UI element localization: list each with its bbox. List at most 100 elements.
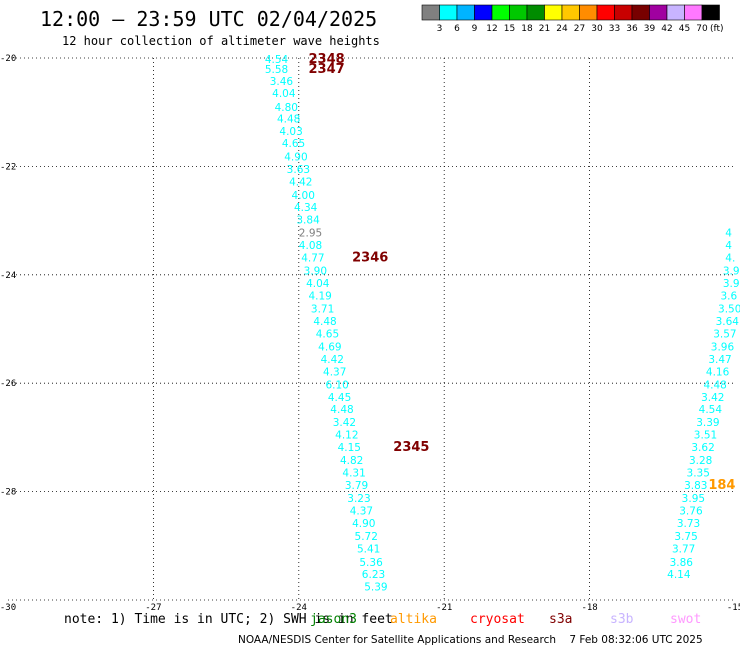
wave-height-point: 3.62 bbox=[691, 442, 714, 454]
wave-height-point: 3.96 bbox=[711, 341, 735, 353]
wave-height-point: 4.42 bbox=[321, 354, 344, 366]
legend-satellite-cryosat: cryosat bbox=[470, 612, 525, 627]
pass-number-label: 184 bbox=[708, 478, 735, 493]
wave-height-point: 4.54 bbox=[699, 404, 723, 416]
color-scale-label: 70 bbox=[696, 24, 708, 34]
wave-height-point: 4.04 bbox=[306, 278, 330, 290]
color-scale-label: 18 bbox=[521, 24, 533, 34]
wave-height-point: 4.14 bbox=[667, 569, 691, 581]
color-scale-swatch bbox=[561, 4, 580, 21]
color-scale-swatch bbox=[579, 4, 598, 21]
wave-height-point: 4.00 bbox=[292, 190, 315, 202]
color-scale-swatch bbox=[614, 4, 633, 21]
wave-height-point: 4.45 bbox=[328, 392, 351, 404]
color-scale-label: 9 bbox=[472, 24, 478, 34]
wave-height-point: 3.64 bbox=[716, 316, 740, 328]
color-scale-label: 15 bbox=[504, 24, 515, 34]
wave-height-point: 4.04 bbox=[272, 88, 296, 100]
y-tick-label: -22 bbox=[0, 162, 16, 172]
color-scale-swatch bbox=[456, 4, 475, 21]
color-scale-swatch bbox=[509, 4, 528, 21]
color-scale-swatch bbox=[421, 4, 440, 21]
wave-height-point: 3.86 bbox=[670, 557, 694, 569]
wave-height-point: 4.90 bbox=[284, 152, 307, 164]
legend-satellite-jason3: jason3 bbox=[310, 612, 357, 627]
color-scale-swatch bbox=[544, 4, 563, 21]
color-scale-swatch bbox=[631, 4, 650, 21]
wave-height-point: 3.76 bbox=[679, 506, 703, 518]
wave-height-point: 4.48 bbox=[277, 114, 300, 126]
color-scale-swatch bbox=[491, 4, 510, 21]
wave-height-point: 4.80 bbox=[275, 102, 298, 114]
wave-height-point: 3.63 bbox=[287, 164, 310, 176]
wave-height-point: 4.42 bbox=[289, 177, 312, 189]
color-scale-swatch bbox=[666, 4, 685, 21]
color-scale-label: 30 bbox=[591, 24, 603, 34]
color-scale-label: 42 bbox=[661, 24, 672, 34]
pass-number-label: 2347 bbox=[308, 62, 344, 77]
color-scale-swatch bbox=[439, 4, 458, 21]
color-scale-label: 3 bbox=[437, 24, 443, 34]
wave-height-point: 2.95 bbox=[299, 228, 322, 240]
wave-height-point: 3.77 bbox=[672, 544, 695, 556]
x-tick-label: -27 bbox=[145, 603, 161, 613]
wave-height-point: 4.48 bbox=[703, 379, 726, 391]
wave-height-point: 3.28 bbox=[689, 455, 712, 467]
legend-satellite-s3b: s3b bbox=[610, 612, 634, 627]
wave-height-point: 4.54 bbox=[265, 54, 289, 66]
color-scale-label: 39 bbox=[644, 24, 656, 34]
wave-height-point: 4.15 bbox=[338, 442, 361, 454]
pass-number-label: 2345 bbox=[393, 440, 429, 455]
wave-height-point: 6.10 bbox=[325, 379, 348, 391]
wave-height-point: 4.16 bbox=[706, 366, 730, 378]
wave-height-point: 4. bbox=[725, 252, 735, 264]
wave-height-point: 3.95 bbox=[682, 493, 705, 505]
legend-satellite-swot: swot bbox=[670, 612, 702, 627]
legend-satellite-altika: altika bbox=[390, 612, 437, 627]
x-tick-label: -30 bbox=[0, 603, 16, 613]
wave-height-point: 5.39 bbox=[364, 581, 387, 593]
color-scale-swatch bbox=[684, 4, 703, 21]
wave-height-point: 3.42 bbox=[333, 417, 356, 429]
wave-height-point: 4.03 bbox=[279, 126, 302, 138]
wave-height-point: 4.48 bbox=[330, 404, 353, 416]
credit-line: NOAA/NESDIS Center for Satellite Applica… bbox=[238, 634, 703, 646]
color-scale-label: 12 bbox=[486, 24, 497, 34]
y-tick-label: -20 bbox=[0, 54, 16, 64]
x-tick-label: -21 bbox=[436, 603, 452, 613]
wave-height-point: 3.73 bbox=[677, 518, 700, 530]
wave-height-point: 3.79 bbox=[345, 480, 368, 492]
wave-height-point: 4.19 bbox=[308, 290, 331, 302]
wave-height-point: 5.36 bbox=[359, 557, 383, 569]
x-tick-label: -18 bbox=[581, 603, 597, 613]
legend-satellite-s3a: s3a bbox=[549, 612, 573, 627]
wave-height-point: 4.65 bbox=[316, 328, 339, 340]
wave-height-point: 4.65 bbox=[282, 138, 305, 150]
wave-height-point: 4.69 bbox=[318, 341, 341, 353]
wave-height-point: 3.83 bbox=[684, 480, 707, 492]
y-tick-label: -26 bbox=[0, 379, 16, 389]
chart-subtitle: 12 hour collection of altimeter wave hei… bbox=[62, 34, 380, 48]
wave-height-point: 4.12 bbox=[335, 430, 358, 442]
color-scale-swatch bbox=[474, 4, 493, 21]
wave-height-point: 4.31 bbox=[342, 468, 365, 480]
color-scale-swatch bbox=[596, 4, 615, 21]
wave-height-point: 3.46 bbox=[270, 76, 294, 88]
wave-height-point: 4.34 bbox=[294, 202, 318, 214]
wave-height-point: 3.9 bbox=[723, 265, 740, 277]
color-scale-swatch bbox=[649, 4, 668, 21]
wave-height-point: 6.23 bbox=[362, 569, 385, 581]
wave-height-point: 3.23 bbox=[347, 493, 370, 505]
wave-height-point: 4.90 bbox=[352, 518, 375, 530]
wave-height-point: 4.77 bbox=[301, 252, 324, 264]
footnote: note: 1) Time is in UTC; 2) SWH is in fe… bbox=[64, 612, 393, 627]
wave-height-point: 3.35 bbox=[687, 468, 710, 480]
wave-height-point: 4 bbox=[725, 240, 732, 252]
color-scale-label: 6 bbox=[454, 24, 460, 34]
x-tick-label: -15 bbox=[727, 603, 740, 613]
pass-number-label: 2346 bbox=[352, 250, 388, 265]
wave-height-point: 3.84 bbox=[296, 215, 320, 227]
color-scale-label: 45 bbox=[679, 24, 690, 34]
x-tick-label: -24 bbox=[291, 603, 307, 613]
